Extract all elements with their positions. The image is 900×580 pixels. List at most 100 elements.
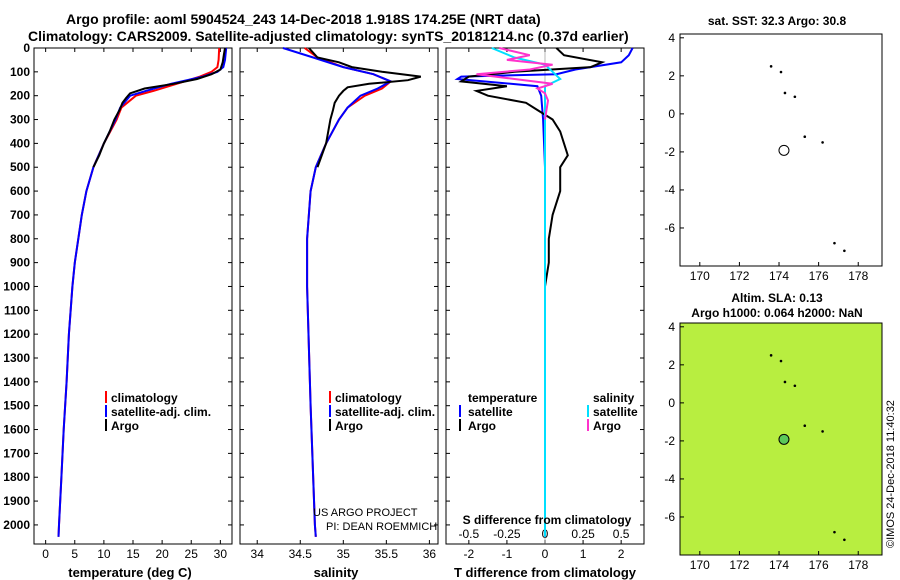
legend-argo: Argo — [335, 419, 363, 433]
x-tick-label: 36 — [423, 547, 437, 561]
lon-tick-label: 176 — [809, 558, 829, 572]
s-tick-label: 0.25 — [571, 527, 595, 541]
island — [783, 380, 787, 384]
legend-t-argo: Argo — [468, 419, 496, 433]
depth-tick-label: 1400 — [3, 375, 30, 389]
lon-tick-label: 174 — [769, 269, 789, 283]
legend-argo: Argo — [111, 419, 139, 433]
x-tick-label: 35 — [337, 547, 351, 561]
x-tick-label: 35.5 — [375, 547, 399, 561]
float-position-marker — [778, 144, 790, 156]
x-tick-label: 1 — [580, 547, 587, 561]
title-line-2: Climatology: CARS2009. Satellite-adjuste… — [28, 28, 629, 44]
island — [783, 91, 787, 95]
depth-tick-label: 700 — [10, 208, 30, 222]
s-tick-label: -0.5 — [459, 527, 480, 541]
depth-tick-label: 1700 — [3, 446, 30, 460]
x-tick-label: 10 — [97, 547, 111, 561]
x-tick-label: 20 — [155, 547, 169, 561]
legend-satellite: satellite-adj. clim. — [335, 405, 435, 419]
float-position-marker — [778, 433, 790, 445]
legend-s-argo: Argo — [593, 419, 621, 433]
lon-tick-label: 172 — [729, 269, 749, 283]
difference-xlabel: T difference from climatology — [454, 565, 637, 580]
legend-climatology: climatology — [111, 391, 178, 405]
lon-tick-label: 170 — [690, 269, 710, 283]
temperature-chart: 0 5 10 15 20 25 30 — [42, 47, 228, 561]
lat-tick-label: -2 — [664, 145, 675, 159]
sla-map-title-1: Altim. SLA: 0.13 — [731, 291, 823, 305]
s-difference-label: S difference from climatology — [463, 513, 632, 527]
sla-map-title-2: Argo h1000: 0.064 h2000: NaN — [691, 306, 862, 320]
depth-tick-label: 1000 — [3, 279, 30, 293]
sla-map: 170 172 174 176 178 4 2 0 -2 -4 -6 — [664, 320, 883, 572]
island — [769, 354, 773, 357]
legend-temperature-title: temperature — [468, 391, 538, 405]
map-frame — [679, 33, 883, 267]
series-salinity-argo — [476, 47, 553, 120]
island — [803, 135, 807, 138]
depth-tick-label: 400 — [10, 136, 30, 150]
lon-tick-label: 174 — [769, 558, 789, 572]
island — [833, 241, 836, 245]
series-argo — [308, 47, 422, 168]
legend-salinity-title: salinity — [593, 391, 635, 405]
s-tick-label: 0.5 — [613, 527, 630, 541]
x-tick-label: -1 — [502, 547, 513, 561]
depth-tick-label: 1600 — [3, 423, 30, 437]
depth-tick-label: 1800 — [3, 470, 30, 484]
lat-tick-label: 2 — [668, 69, 675, 83]
salinity-panel — [239, 47, 439, 545]
lon-tick-label: 172 — [729, 558, 749, 572]
map-background — [680, 34, 882, 266]
depth-tick-label: 0 — [23, 41, 30, 55]
title-line-1: Argo profile: aoml 5904524_243 14-Dec-20… — [66, 11, 541, 27]
difference-legend: temperature satellite Argo salinity sate… — [459, 391, 638, 433]
series-satellite-adj-clim- — [57, 47, 228, 537]
x-tick-label: 34.5 — [289, 547, 313, 561]
island — [793, 95, 797, 99]
depth-tick-label: 100 — [10, 65, 30, 79]
island — [833, 530, 836, 534]
lat-tick-label: 0 — [668, 107, 675, 121]
lat-tick-label: 0 — [668, 396, 675, 410]
lon-tick-label: 178 — [848, 558, 868, 572]
legend-satellite: satellite-adj. clim. — [111, 405, 211, 419]
lat-tick-label: -6 — [664, 510, 675, 524]
series-climatology — [304, 47, 393, 537]
sst-map-title: sat. SST: 32.3 Argo: 30.8 — [708, 14, 847, 28]
x-tick-label: 2 — [618, 547, 625, 561]
depth-tick-label: 600 — [10, 184, 30, 198]
island — [803, 424, 807, 427]
x-tick-label: 34 — [251, 547, 265, 561]
difference-chart: -2 -1 0 1 2-0.5 -0.25 0 0.25 0.5 — [454, 47, 634, 561]
depth-tick-label: 1900 — [3, 494, 30, 508]
sst-map: 170 172 174 176 178 4 2 0 -2 -4 -6 — [664, 31, 883, 283]
depth-tick-label: 900 — [10, 256, 30, 270]
x-tick-label: 15 — [126, 547, 140, 561]
s-tick-label: -0.25 — [493, 527, 521, 541]
island — [821, 141, 824, 144]
temperature-panel — [33, 47, 233, 545]
lat-tick-label: 4 — [668, 31, 675, 45]
pi-label: PI: DEAN ROEMMICH — [326, 521, 437, 533]
x-tick-label: -2 — [464, 547, 475, 561]
project-label: US ARGO PROJECT — [313, 507, 418, 519]
depth-tick-label: 300 — [10, 113, 30, 127]
series-satellite-adj-clim- — [282, 47, 394, 537]
series-argo — [92, 47, 226, 168]
lat-tick-label: 4 — [668, 320, 675, 334]
island — [843, 249, 846, 253]
lon-tick-label: 178 — [848, 269, 868, 283]
depth-tick-label: 1100 — [4, 303, 30, 317]
depth-tick-label: 500 — [10, 160, 30, 174]
lon-tick-label: 176 — [809, 269, 829, 283]
x-tick-label: 30 — [214, 547, 228, 561]
series-salinity-satellite — [491, 47, 562, 537]
depth-tick-label: 800 — [10, 232, 30, 246]
x-tick-label: 0 — [542, 547, 549, 561]
island — [843, 538, 846, 542]
lat-tick-label: 2 — [668, 358, 675, 372]
lat-tick-label: -6 — [664, 221, 675, 235]
